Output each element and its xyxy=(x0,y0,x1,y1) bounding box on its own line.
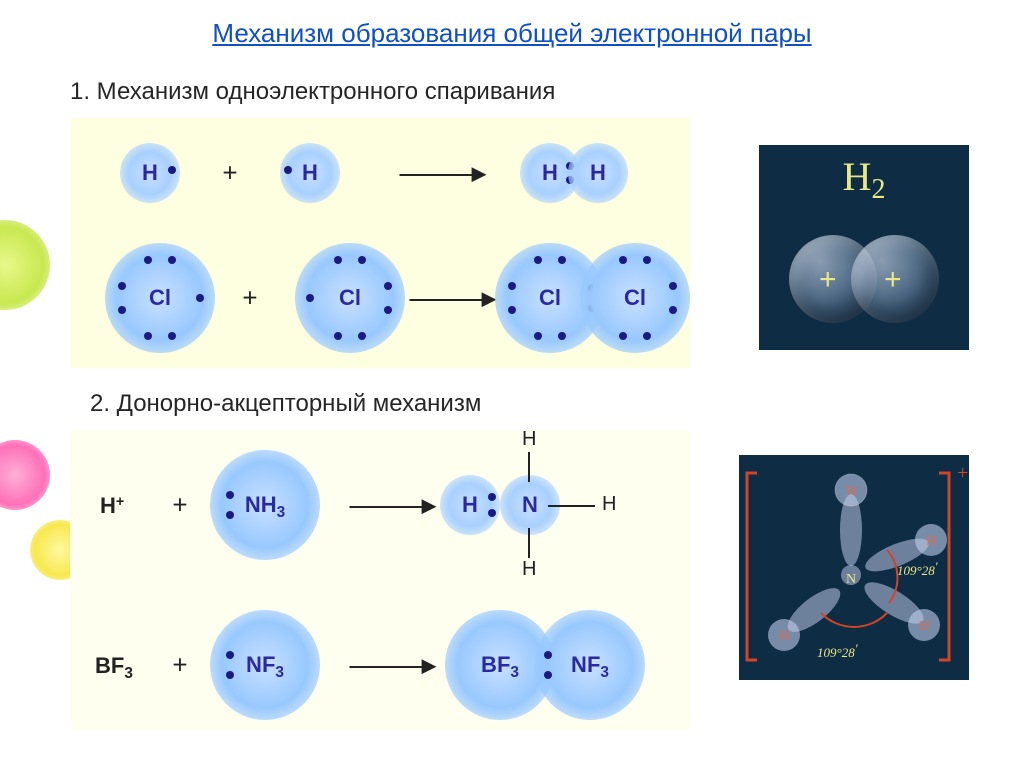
atom-label: NH3 xyxy=(245,492,285,518)
atom-label: H xyxy=(462,492,478,518)
section1-heading: 1. Механизм одноэлектронного спаривания xyxy=(70,78,555,106)
electron-dot xyxy=(558,332,566,340)
electron-dot xyxy=(306,294,314,302)
atom: NH3 xyxy=(210,450,320,560)
formula-text: BF3 xyxy=(95,653,133,679)
svg-text:H: H xyxy=(919,619,929,634)
decor-green xyxy=(0,220,50,310)
atom-label: NF3 xyxy=(246,652,284,678)
electron-dot xyxy=(643,256,651,264)
electron-dot xyxy=(534,256,542,264)
atom-label: NF3 xyxy=(571,652,609,678)
panel-mechanism-1: H H + ———▸ H H Cl Cl + ———▸ Cl Cl xyxy=(70,118,690,368)
h2-label: H2 xyxy=(759,153,969,200)
svg-text:109°28': 109°28' xyxy=(817,641,858,660)
electron-dot xyxy=(619,256,627,264)
electron-dot xyxy=(144,256,152,264)
electron-dot xyxy=(226,651,234,659)
electron-dot xyxy=(544,671,552,679)
h2-molecule-image: H2 + + xyxy=(759,145,969,350)
electron-dot xyxy=(384,306,392,314)
svg-text:H: H xyxy=(779,629,789,644)
plus-sign: + xyxy=(172,490,187,521)
nh4-geometry-image: + H H H H N 109°28' 109°28' xyxy=(739,455,969,680)
electron-dot xyxy=(643,332,651,340)
electron-dot xyxy=(226,511,234,519)
electron-dot xyxy=(488,493,496,501)
electron-dot xyxy=(168,166,176,174)
electron-dot xyxy=(226,491,234,499)
h2-plus-right: + xyxy=(884,263,902,297)
svg-text:N: N xyxy=(846,572,856,587)
formula-text: H+ xyxy=(100,493,124,519)
nh4-svg: + H H H H N 109°28' 109°28' xyxy=(739,455,969,680)
electron-dot xyxy=(384,282,392,290)
electron-dot xyxy=(544,651,552,659)
atom-label: H xyxy=(142,160,158,186)
atom: H xyxy=(568,143,628,203)
electron-dot xyxy=(118,282,126,290)
electron-dot xyxy=(669,282,677,290)
electron-dot xyxy=(334,332,342,340)
electron-dot xyxy=(558,256,566,264)
electron-dot xyxy=(358,332,366,340)
bond-line xyxy=(548,505,595,507)
h-label: H xyxy=(522,558,536,581)
atom: H xyxy=(280,143,340,203)
plus-sign: + xyxy=(222,158,237,189)
electron-dot xyxy=(144,332,152,340)
atom-label: Cl xyxy=(149,285,171,311)
electron-dot xyxy=(619,332,627,340)
electron-dot xyxy=(534,332,542,340)
atom: NF3 xyxy=(535,610,645,720)
main-title: Механизм образования общей электронной п… xyxy=(0,18,1024,49)
electron-dot xyxy=(226,671,234,679)
svg-text:+: + xyxy=(957,462,968,484)
svg-text:H: H xyxy=(846,484,856,499)
electron-dot xyxy=(168,332,176,340)
atom-label: Cl xyxy=(339,285,361,311)
plus-sign: + xyxy=(242,283,257,314)
atom: H xyxy=(440,475,500,535)
bond-line xyxy=(529,528,531,558)
atom-label: BF3 xyxy=(481,652,519,678)
electron-dot xyxy=(168,256,176,264)
h-label: H xyxy=(522,428,536,451)
atom: H xyxy=(120,143,180,203)
atom-label: Cl xyxy=(624,285,646,311)
panel-mechanism-2: H+ + NH3 ———▸ N H H H H BF3 + NF3 ———▸ BF3 NF3 xyxy=(70,430,690,730)
atom-label: H xyxy=(302,160,318,186)
atom-label: N xyxy=(522,492,538,518)
atom: Cl xyxy=(295,243,405,353)
electron-dot xyxy=(196,294,204,302)
atom-label: H xyxy=(542,160,558,186)
h2-plus-left: + xyxy=(819,263,837,297)
decor-pink xyxy=(0,440,50,510)
electron-dot xyxy=(488,509,496,517)
arrow-icon: ———▸ xyxy=(409,281,490,316)
electron-dot xyxy=(118,306,126,314)
plus-sign: + xyxy=(172,650,187,681)
arrow-icon: ———▸ xyxy=(349,488,430,523)
electron-dot xyxy=(284,166,292,174)
section2-heading: 2. Донорно-акцепторный механизм xyxy=(90,390,481,418)
atom: Cl xyxy=(580,243,690,353)
atom: Cl xyxy=(105,243,215,353)
electron-dot xyxy=(508,282,516,290)
atom-label: H xyxy=(590,160,606,186)
atom-label: Cl xyxy=(539,285,561,311)
arrow-icon: ———▸ xyxy=(399,156,480,191)
electron-dot xyxy=(508,306,516,314)
slide-root: Механизм образования общей электронной п… xyxy=(0,0,1024,767)
electron-dot xyxy=(358,256,366,264)
h-label: H xyxy=(602,493,616,516)
bond-line xyxy=(529,452,531,482)
electron-dot xyxy=(669,306,677,314)
electron-dot xyxy=(334,256,342,264)
arrow-icon: ———▸ xyxy=(349,648,430,683)
svg-text:H: H xyxy=(926,534,936,549)
atom: NF3 xyxy=(210,610,320,720)
